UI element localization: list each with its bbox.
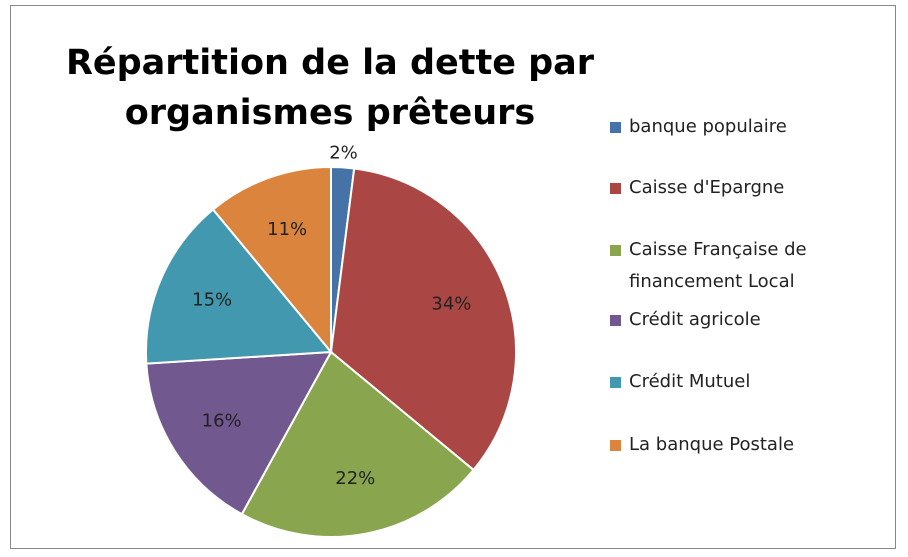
- data-label: 22%: [335, 468, 375, 489]
- pie-slice: [329, 167, 517, 472]
- legend-label: banque populaire: [629, 116, 787, 137]
- chart-title: Répartition de la dette par organismes p…: [65, 43, 595, 133]
- data-label: 15%: [192, 290, 232, 311]
- data-label: 11%: [267, 219, 307, 240]
- legend-item: Caisse d'Epargne: [610, 172, 860, 204]
- pie-slice: [145, 350, 333, 516]
- legend-swatch: [610, 245, 621, 256]
- pie-slice: [145, 208, 334, 365]
- data-label: 34%: [431, 293, 471, 314]
- legend-label: Caisse Française de financement Local: [629, 239, 807, 292]
- legend-swatch: [610, 122, 621, 133]
- chart-frame: [10, 5, 896, 549]
- legend-swatch: [610, 377, 621, 388]
- legend-item: Crédit agricole: [610, 304, 860, 336]
- pie-slice: [211, 165, 332, 355]
- legend-item: banque populaire: [610, 111, 860, 143]
- legend-item: Crédit Mutuel: [610, 366, 860, 398]
- legend-swatch: [610, 440, 621, 451]
- legend-item: La banque Postale: [610, 429, 860, 461]
- legend-label: Crédit Mutuel: [629, 371, 751, 392]
- legend-item: Caisse Française de financement Local: [610, 234, 860, 298]
- legend-label: Crédit agricole: [629, 309, 761, 330]
- data-label: 2%: [329, 142, 358, 163]
- legend-label: La banque Postale: [629, 434, 795, 455]
- legend-swatch: [610, 183, 621, 194]
- legend-swatch: [610, 315, 621, 326]
- legend-label: Caisse d'Epargne: [629, 177, 785, 198]
- data-label: 16%: [202, 410, 242, 431]
- pie-slice: [240, 350, 475, 538]
